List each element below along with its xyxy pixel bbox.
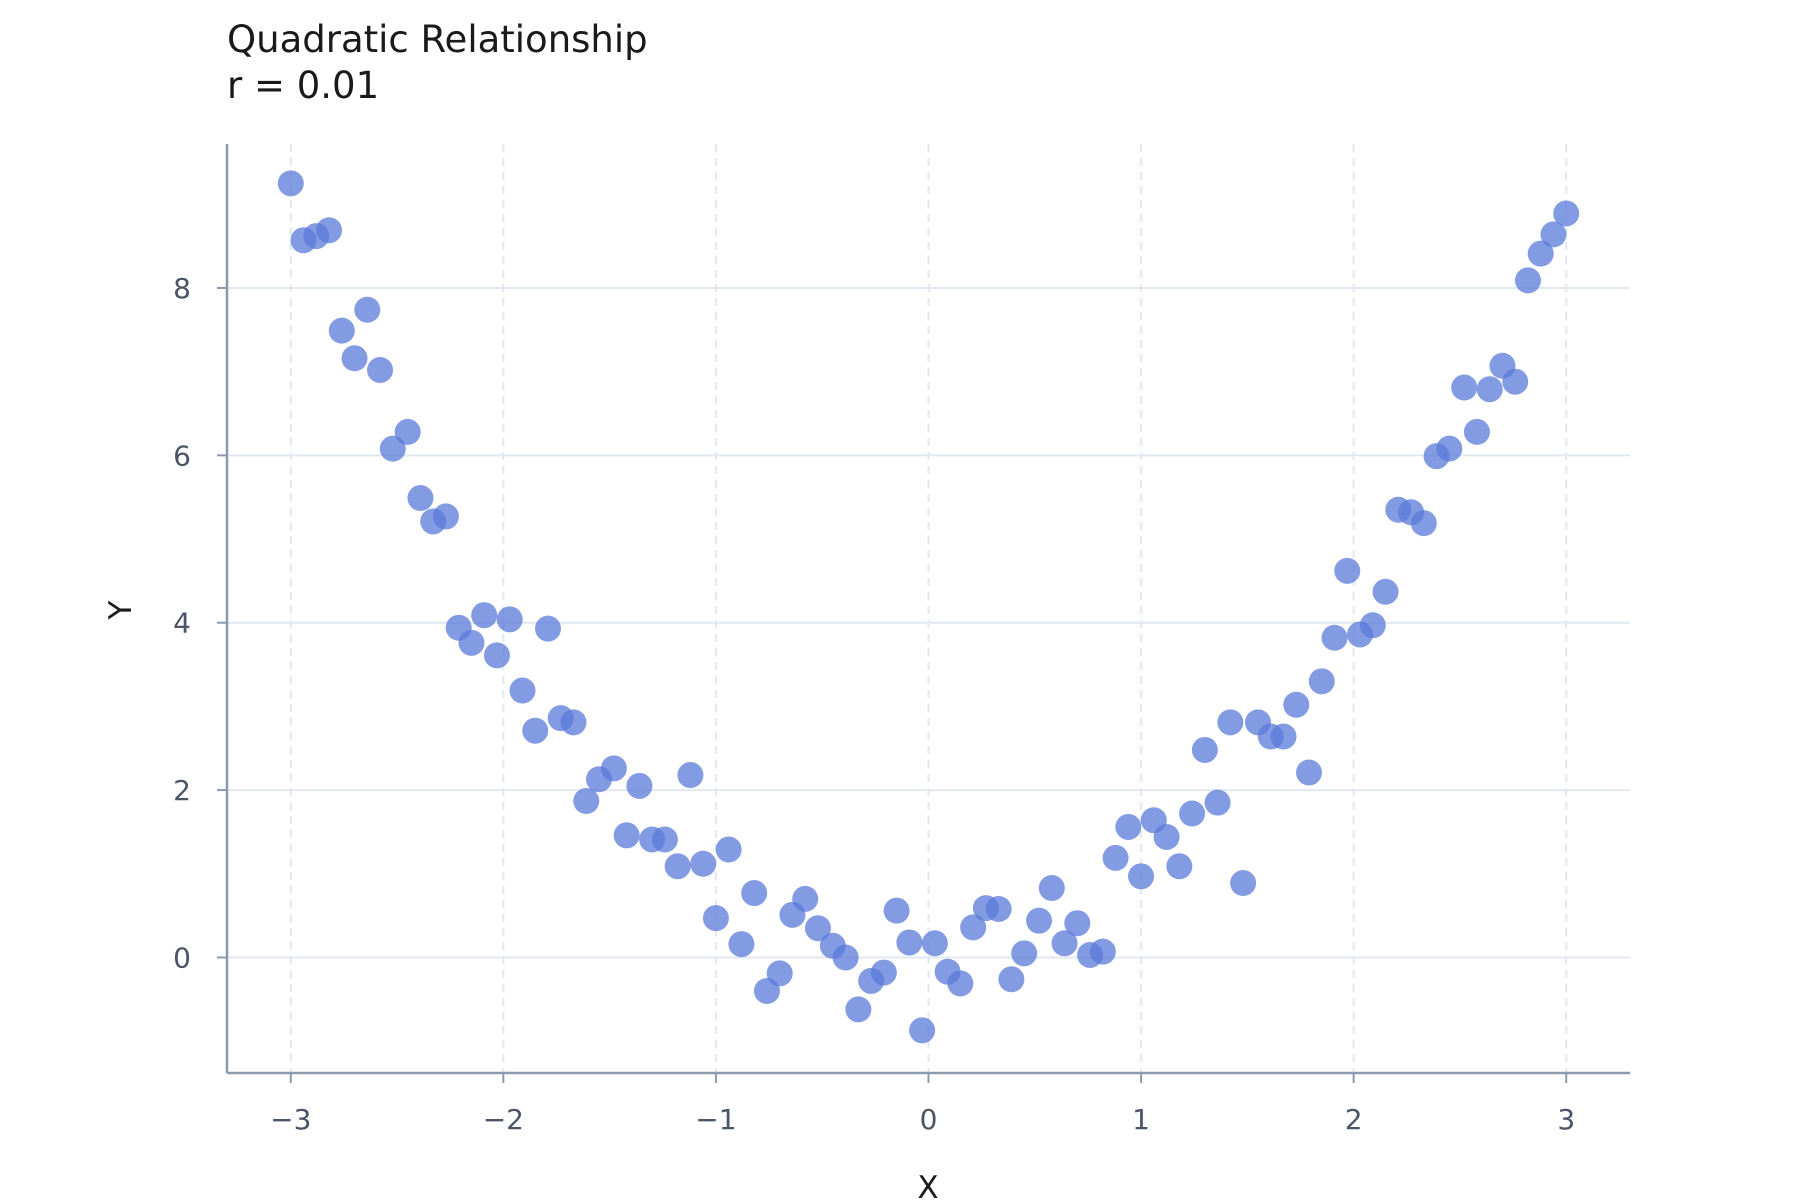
x-axis-label: X	[917, 1170, 938, 1200]
data-point	[985, 895, 1012, 922]
data-points	[277, 170, 1580, 1044]
data-point	[328, 317, 355, 344]
data-point	[471, 602, 498, 629]
data-point	[341, 345, 368, 372]
data-point	[677, 762, 704, 789]
data-point	[522, 717, 549, 744]
data-point	[1502, 368, 1529, 395]
data-point	[407, 485, 434, 512]
data-point	[432, 503, 459, 530]
x-ticks: −3 −2 −1 0 1 2 3	[270, 1073, 1575, 1136]
data-point	[1334, 557, 1361, 584]
data-point	[702, 905, 729, 932]
data-point	[1153, 823, 1180, 850]
data-point	[1051, 930, 1078, 957]
data-point	[316, 217, 343, 244]
data-point	[1026, 907, 1053, 934]
data-point	[1038, 875, 1065, 902]
data-point	[870, 959, 897, 986]
data-point	[1540, 221, 1567, 248]
data-point	[560, 709, 587, 736]
y-tick-label: 0	[173, 942, 191, 975]
x-tick-label: −1	[695, 1103, 736, 1136]
data-point	[626, 772, 653, 799]
data-point	[1476, 376, 1503, 403]
y-tick-label: 6	[173, 439, 191, 472]
data-point	[960, 914, 987, 941]
data-point	[1321, 624, 1348, 651]
data-point	[1296, 759, 1323, 786]
data-point	[483, 642, 510, 669]
data-point	[1527, 240, 1554, 267]
data-point	[1451, 374, 1478, 401]
grid	[227, 144, 1630, 1073]
x-tick-label: 1	[1132, 1103, 1150, 1136]
y-tick-label: 8	[173, 272, 191, 305]
data-point	[845, 996, 872, 1023]
data-point	[1270, 723, 1297, 750]
x-tick-label: 2	[1345, 1103, 1363, 1136]
data-point	[1230, 870, 1257, 897]
chart-subtitle: r = 0.01	[227, 64, 379, 107]
data-point	[1372, 578, 1399, 605]
data-point	[921, 930, 948, 957]
chart-title: Quadratic Relationship	[227, 18, 648, 61]
data-point	[1064, 910, 1091, 937]
data-point	[379, 435, 406, 462]
data-point	[1166, 853, 1193, 880]
data-point	[728, 931, 755, 958]
data-point	[792, 885, 819, 912]
data-point	[832, 944, 859, 971]
data-point	[804, 915, 831, 942]
x-tick-label: −2	[483, 1103, 524, 1136]
data-point	[1410, 510, 1437, 537]
data-point	[896, 929, 923, 956]
data-point	[1553, 200, 1580, 227]
data-point	[277, 170, 304, 197]
data-point	[1217, 709, 1244, 736]
data-point	[354, 296, 381, 323]
data-point	[496, 606, 523, 633]
data-point	[690, 850, 717, 877]
data-point	[1011, 940, 1038, 967]
data-point	[1191, 736, 1218, 763]
data-point	[1463, 418, 1490, 445]
data-point	[947, 970, 974, 997]
y-ticks: 0 2 4 6 8	[173, 272, 227, 975]
data-point	[1128, 863, 1155, 890]
data-point	[394, 418, 421, 445]
data-point	[1102, 844, 1129, 871]
data-point	[1283, 691, 1310, 718]
data-point	[1514, 267, 1541, 294]
data-point	[573, 787, 600, 814]
data-point	[998, 966, 1025, 993]
data-point	[534, 615, 561, 642]
data-point	[766, 960, 793, 987]
data-point	[651, 826, 678, 853]
data-point	[1115, 813, 1142, 840]
data-point	[1089, 938, 1116, 965]
y-axis-label: Y	[103, 600, 139, 620]
data-point	[664, 853, 691, 880]
data-point	[741, 880, 768, 907]
data-point	[1308, 668, 1335, 695]
data-point	[509, 677, 536, 704]
x-tick-label: −3	[270, 1103, 311, 1136]
data-point	[909, 1017, 936, 1044]
x-tick-label: 0	[920, 1103, 938, 1136]
data-point	[613, 822, 640, 849]
data-point	[883, 897, 910, 924]
data-point	[1204, 789, 1231, 816]
data-point	[1359, 612, 1386, 639]
x-tick-label: 3	[1557, 1103, 1575, 1136]
data-point	[1436, 435, 1463, 462]
data-point	[458, 629, 485, 656]
data-point	[367, 356, 394, 383]
y-tick-label: 4	[173, 607, 191, 640]
data-point	[715, 836, 742, 863]
data-point	[1179, 800, 1206, 827]
data-point	[600, 755, 627, 782]
y-tick-label: 2	[173, 774, 191, 807]
